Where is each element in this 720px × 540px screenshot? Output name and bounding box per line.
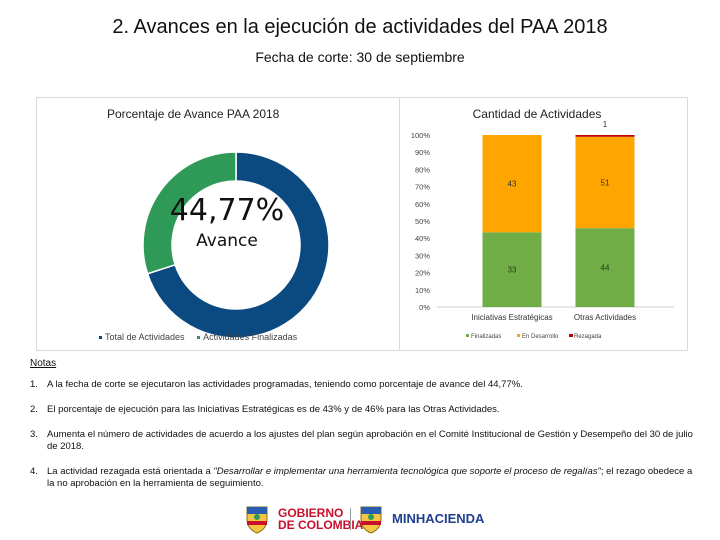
bar-data-label: 44 [601, 264, 610, 273]
note-item-1: 1. A la fecha de corte se ejecutaron las… [30, 379, 700, 391]
bar-data-label: 1 [603, 120, 608, 129]
y-tick-label: 50% [415, 217, 430, 226]
legend-label-total: Total de Actividades [105, 332, 185, 342]
legend-label-finalizadas: Actividades Finalizadas [203, 332, 298, 342]
bar-legend-label: Finalizadas [471, 334, 501, 340]
y-tick-label: 40% [415, 234, 430, 243]
y-tick-label: 0% [419, 303, 430, 312]
donut-slice-finalizadas [142, 151, 237, 275]
donut-chart-title: Porcentaje de Avance PAA 2018 [107, 107, 280, 121]
donut-legend: Total de Actividades Actividades Finaliz… [99, 332, 297, 342]
note-text-italic: "Desarrollar e implementar una herramien… [213, 466, 601, 477]
legend-item-finalizadas: Actividades Finalizadas [197, 332, 297, 342]
minhacienda-logo: MINHACIENDA [358, 504, 484, 534]
note-text-before: La actividad rezagada está orientada a [47, 466, 214, 477]
bar-segment [575, 228, 635, 307]
bar-segment [575, 136, 635, 229]
bar-segment [575, 135, 635, 137]
note-item-4: 4. La actividad rezagada está orientada … [30, 466, 700, 490]
legend-swatch-finalizadas [197, 336, 201, 340]
y-tick-label: 60% [415, 200, 430, 209]
gobierno-logo-line2: DE COLOMBIA [278, 518, 364, 532]
bar-legend-label: En Desarrollo [522, 334, 559, 340]
footer: GOBIERNO DE COLOMBIA MINHACIENDA [0, 500, 720, 540]
legend-swatch-total [99, 336, 102, 340]
bar-data-label: 43 [508, 180, 517, 189]
donut-slice-total [146, 151, 330, 339]
note-item-2: 2. El porcentaje de ejecución para las I… [30, 404, 700, 416]
bar-legend-swatch [517, 334, 520, 337]
donut-chart [142, 151, 330, 339]
note-text-after: ; el rezago obedece a la no aprobación e… [47, 466, 693, 489]
note-number: 1. [30, 379, 38, 390]
gobierno-de-colombia-logo: GOBIERNO DE COLOMBIA [244, 504, 363, 534]
stacked-bar-chart: Cantidad de Actividades 0% 10% 20% 30% 40% 50%… [411, 107, 674, 340]
y-tick-label: 10% [415, 286, 430, 295]
bar-chart-panel: Cantidad de Actividades 0% 10% 20% 30% 40% 50%… [399, 97, 688, 351]
y-tick-label: 90% [415, 148, 430, 157]
donut-center-label: Avance [196, 231, 258, 251]
coat-of-arms-icon [360, 506, 382, 534]
donut-chart-panel: Porcentaje de Avance PAA 2018 44,77% Ava… [36, 97, 402, 351]
notes-title: Notas [30, 358, 57, 369]
note-number: 2. [30, 404, 38, 415]
gobierno-logo-line1: GOBIERNO [278, 506, 344, 520]
bar-segment [482, 135, 542, 233]
note-text: Aumenta el número de actividades de acue… [47, 429, 693, 452]
x-category-label: Otras Actividades [574, 313, 636, 322]
bar-legend-swatch [569, 334, 573, 337]
coat-of-arms-icon [246, 506, 268, 534]
y-tick-label: 70% [415, 183, 430, 192]
y-tick-label: 30% [415, 251, 430, 260]
notes-section: Notas 1. A la fecha de corte se ejecutar… [30, 358, 700, 503]
y-tick-label: 100% [411, 131, 431, 140]
legend-item-total: Total de Actividades [99, 332, 185, 342]
bar-chart-title: Cantidad de Actividades [473, 107, 602, 121]
note-text: A la fecha de corte se ejecutaron las ac… [47, 379, 523, 390]
note-item-3: 3. Aumenta el número de actividades de a… [30, 429, 700, 453]
x-category-label: Iniciativas Estratégicas [471, 313, 552, 322]
note-number: 4. [30, 466, 38, 477]
minhacienda-logo-text: MINHACIENDA [392, 511, 485, 526]
footer-divider [350, 508, 351, 530]
note-number: 3. [30, 429, 38, 440]
y-tick-label: 20% [415, 269, 430, 278]
bar-data-label: 51 [601, 178, 610, 187]
bar-legend-label: Rezagada [574, 334, 602, 340]
page-title: 2. Avances en la ejecución de actividade… [112, 16, 608, 38]
donut-center-value: 44,77% [169, 193, 285, 228]
note-text: El porcentaje de ejecución para las Inic… [47, 404, 500, 415]
bar-legend-swatch [466, 334, 469, 337]
page-subtitle: Fecha de corte: 30 de septiembre [255, 49, 465, 65]
bar-segment [482, 232, 542, 307]
y-tick-label: 80% [415, 165, 430, 174]
bar-data-label: 33 [508, 266, 517, 275]
